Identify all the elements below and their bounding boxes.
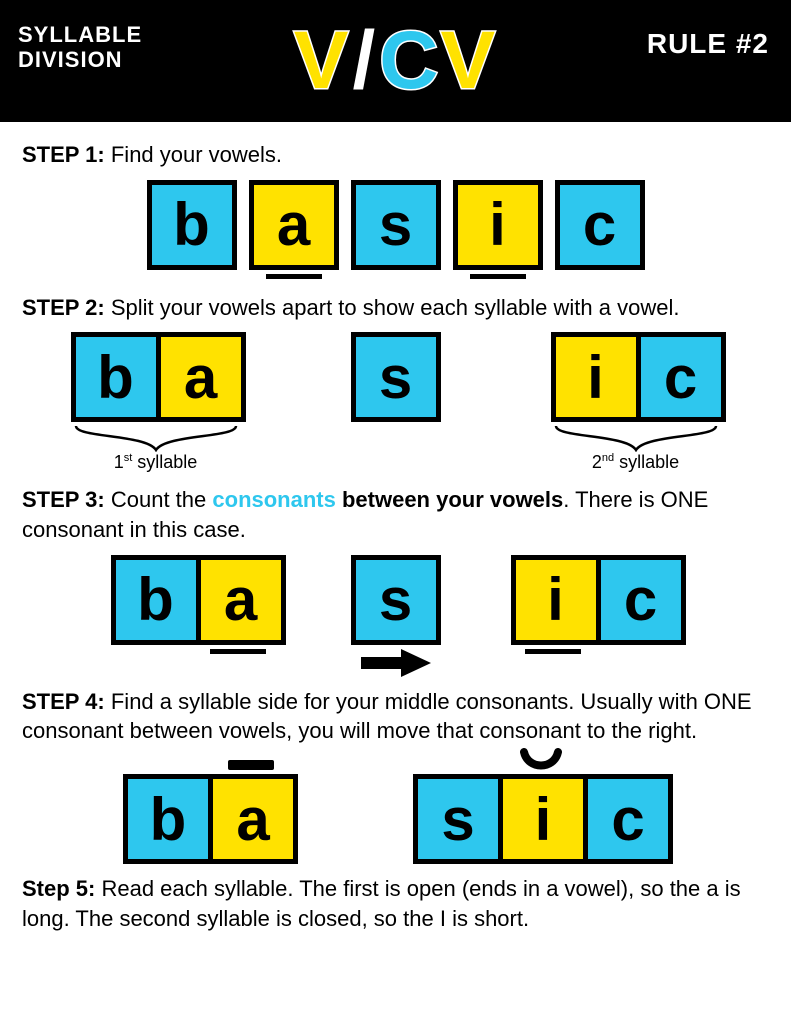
tile-b: b (111, 555, 201, 645)
vowel-underline (525, 649, 581, 654)
brace1-post: syllable (132, 452, 197, 472)
brace1-pre: 1 (114, 452, 124, 472)
macron-icon (228, 760, 274, 770)
step3-tiles: b a s i c (22, 555, 769, 677)
tile-wrap: c (555, 180, 645, 270)
tile-c: c (636, 332, 726, 422)
tile-i: i (511, 555, 601, 645)
header-rule-number: RULE #2 (647, 28, 769, 60)
step3-accent: consonants (212, 487, 335, 512)
tile-a: a (249, 180, 339, 270)
tile-s: s (413, 774, 503, 864)
brace2-pre: 2 (592, 452, 602, 472)
step2-tiles: b a 1st syllable s i c 2nd syllable (22, 332, 769, 473)
group-tiles: s i c (413, 748, 668, 864)
tile-c: c (583, 774, 673, 864)
tile-wrap-breve: i (498, 748, 583, 864)
tile-wrap: a (249, 180, 339, 279)
step2-label: STEP 2: (22, 295, 105, 320)
step3-label: STEP 3: (22, 487, 105, 512)
tile-a: a (196, 555, 286, 645)
tile-wrap: s (351, 180, 441, 270)
step2-text: STEP 2: Split your vowels apart to show … (22, 293, 769, 323)
tile-s: s (351, 332, 441, 422)
step5-text: Step 5: Read each syllable. The first is… (22, 874, 769, 933)
header-title: V / C V (294, 14, 497, 108)
brace1-sup: st (124, 452, 133, 464)
step5-label: Step 5: (22, 876, 95, 901)
brace-icon (551, 424, 721, 452)
title-letter-c: C (379, 14, 440, 108)
tile-a: a (208, 774, 298, 864)
brace2-sup: nd (602, 452, 614, 464)
tile-b: b (71, 332, 161, 422)
brace-label-2: 2nd syllable (592, 452, 679, 473)
tile-b: b (147, 180, 237, 270)
step1-label: STEP 1: (22, 142, 105, 167)
tile-s: s (351, 555, 441, 645)
brace-icon (71, 424, 241, 452)
tile-wrap: i (511, 555, 596, 654)
tile-b: b (123, 774, 213, 864)
step4-label: STEP 4: (22, 689, 105, 714)
header-left-label: SYLLABLE DIVISION (18, 22, 142, 73)
tile-c: c (596, 555, 686, 645)
content-area: STEP 1: Find your vowels. b a s i c STEP… (0, 122, 791, 934)
title-letter-v2: V (441, 14, 498, 108)
step4-tiles: b a s i c (22, 748, 769, 864)
arrow-right-icon (361, 649, 431, 677)
step3-text: STEP 3: Count the consonants between you… (22, 485, 769, 544)
tile-wrap: s (351, 555, 441, 677)
syllable-group-1: b a 1st syllable (71, 332, 241, 473)
step5-body: Read each syllable. The first is open (e… (22, 876, 741, 931)
header-bar: SYLLABLE DIVISION V / C V RULE #2 (0, 0, 791, 122)
step1-body: Find your vowels. (105, 142, 282, 167)
brace2-post: syllable (614, 452, 679, 472)
vowel-underline (210, 649, 266, 654)
brace-label-1: 1st syllable (114, 452, 198, 473)
tile-wrap: b (147, 180, 237, 270)
tile-s: s (351, 180, 441, 270)
tile-i: i (453, 180, 543, 270)
header-left-line2: DIVISION (18, 47, 142, 72)
tile-i: i (498, 774, 588, 864)
group-tiles: b a (123, 760, 293, 864)
group-tiles: b a (71, 332, 241, 422)
tile-i: i (551, 332, 641, 422)
title-letter-v: V (294, 14, 351, 108)
vowel-underline (266, 274, 322, 279)
tile-wrap: i (453, 180, 543, 279)
step1-tiles: b a s i c (22, 180, 769, 279)
header-left-line1: SYLLABLE (18, 22, 142, 47)
tile-c: c (555, 180, 645, 270)
syllable-group-2: i c 2nd syllable (551, 332, 721, 473)
group-tiles: i c (551, 332, 721, 422)
step2-body: Split your vowels apart to show each syl… (105, 295, 680, 320)
step3-pre: Count the (105, 487, 213, 512)
breve-icon (518, 748, 564, 776)
group-tiles: i c (511, 555, 681, 654)
step4-text: STEP 4: Find a syllable side for your mi… (22, 687, 769, 746)
step4-body: Find a syllable side for your middle con… (22, 689, 752, 744)
tile-wrap-macron: a (208, 760, 293, 864)
step1-text: STEP 1: Find your vowels. (22, 140, 769, 170)
title-slash: / (352, 14, 377, 108)
tile-a: a (156, 332, 246, 422)
group-tiles: b a (111, 555, 281, 654)
step3-mid: between your vowels (336, 487, 563, 512)
vowel-underline (470, 274, 526, 279)
tile-wrap: a (196, 555, 281, 654)
